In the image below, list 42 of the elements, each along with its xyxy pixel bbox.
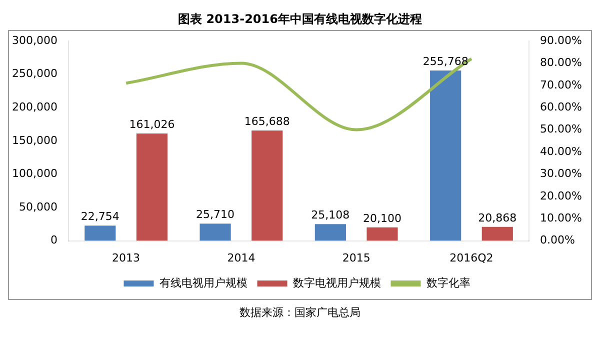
x-tick-label: 2015	[342, 251, 370, 264]
source-note: 数据来源：国家广电总局	[238, 305, 362, 320]
legend-label: 有线电视用户规模	[159, 276, 248, 290]
bar	[252, 130, 283, 241]
data-label: 22,754	[80, 210, 120, 224]
y2-tick-label: 60.00%	[540, 100, 582, 114]
x-tick-label: 2013	[112, 251, 140, 264]
y-tick-label: 300,000	[12, 34, 58, 47]
y2-tick-label: 90.00%	[540, 34, 582, 47]
legend-label: 数字化率	[426, 276, 470, 290]
y2-tick-label: 70.00%	[540, 78, 582, 92]
legend-label: 数字电视用户规模	[292, 276, 381, 290]
bar	[84, 226, 116, 241]
y-tick-label: 200,000	[12, 100, 58, 114]
y2-tick-label: 30.00%	[540, 167, 582, 180]
y2-tick-label: 50.00%	[540, 122, 582, 136]
data-label: 20,868	[478, 211, 517, 224]
data-label: 20,100	[363, 212, 402, 225]
y2-tick-label: 10.00%	[540, 211, 582, 224]
data-label: 25,108	[311, 208, 350, 222]
y2-tick-label: 40.00%	[540, 144, 582, 158]
bar	[482, 226, 513, 241]
y-tick-label: 250,000	[12, 67, 58, 80]
y-tick-label: 150,000	[12, 134, 58, 147]
chart-title: 图表 2013-2016年中国有线电视数字化进程	[177, 11, 423, 28]
y2-tick-label: 80.00%	[540, 56, 582, 70]
bar	[136, 134, 168, 241]
data-label: 25,710	[196, 208, 235, 222]
y-tick-label: 100,000	[12, 167, 58, 180]
x-tick-label: 2014	[227, 251, 256, 264]
y-tick-label: 0	[50, 234, 58, 247]
y-tick-label: 50,000	[18, 200, 58, 214]
data-label: 161,026	[129, 118, 175, 131]
y2-tick-label: 20.00%	[540, 189, 582, 202]
bar	[430, 70, 462, 241]
x-tick-label: 2016Q2	[450, 251, 494, 264]
data-label: 165,688	[244, 114, 290, 128]
bar	[314, 224, 346, 241]
line-series	[124, 57, 473, 132]
bar	[366, 227, 398, 241]
bar	[200, 224, 231, 241]
y2-tick-label: 0.00%	[540, 234, 576, 247]
